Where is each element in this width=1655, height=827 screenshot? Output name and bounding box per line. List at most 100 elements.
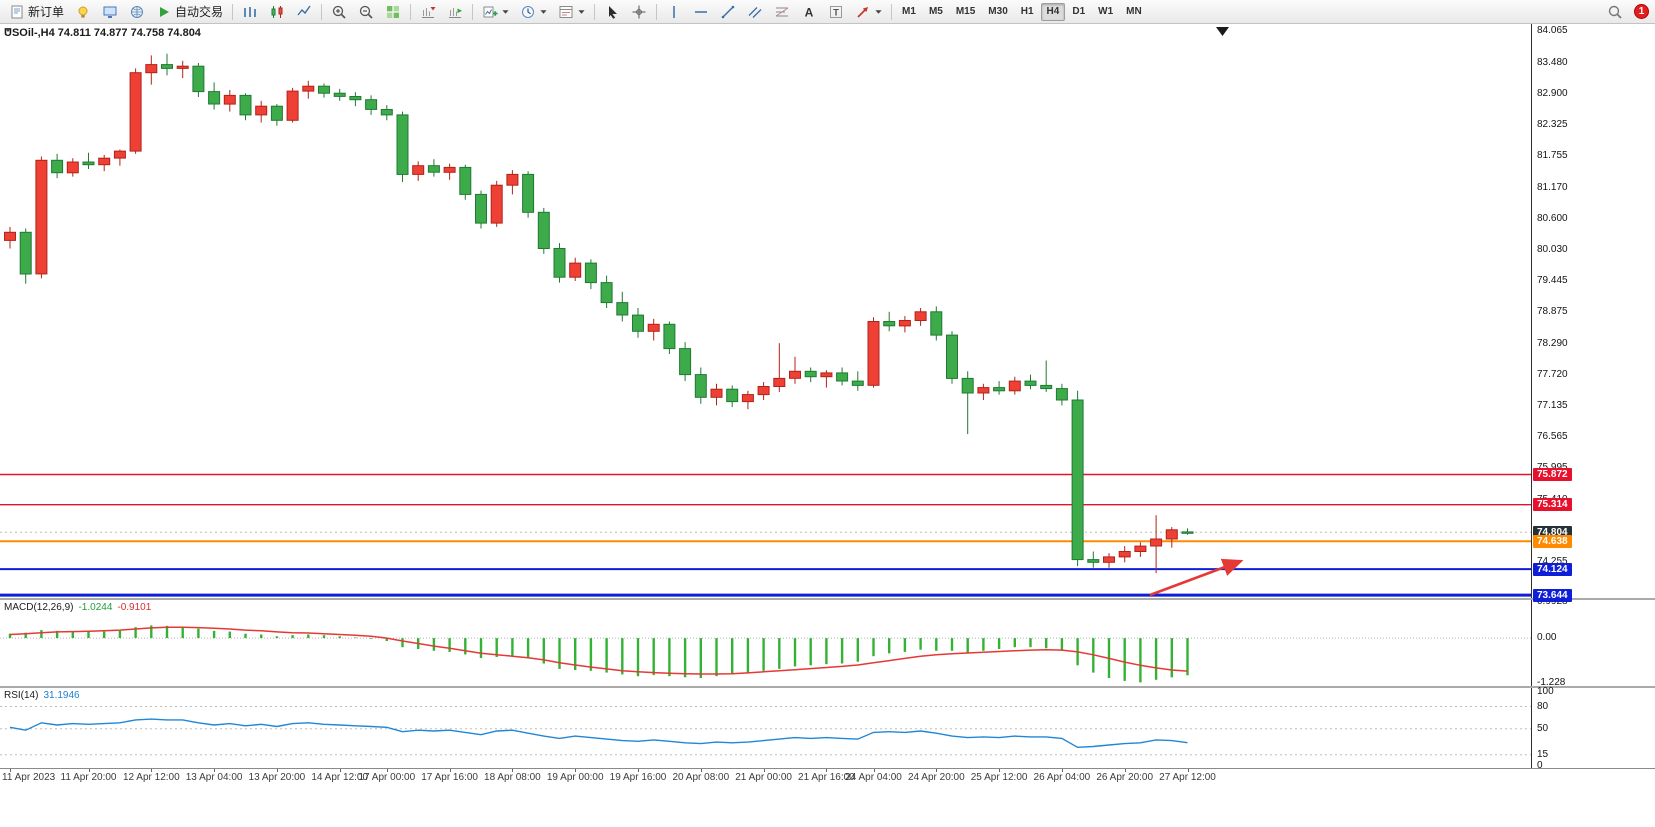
rsi-panel: RSI(14) 31.1946 100 80 50 15 0 bbox=[0, 686, 1655, 771]
time-tick bbox=[449, 769, 451, 772]
zoom-in-button[interactable] bbox=[326, 2, 352, 22]
timeframe-M30[interactable]: M30 bbox=[982, 3, 1013, 21]
text-tool-button[interactable] bbox=[796, 2, 822, 22]
price-axis[interactable]: 84.065 83.480 82.900 82.325 81.755 81.170 80.6… bbox=[1531, 24, 1655, 602]
zoom-in-icon bbox=[331, 4, 347, 20]
axis-scale-label: 0 bbox=[1537, 759, 1543, 771]
macd-chart[interactable]: MACD(12,26,9) -1.0244 -0.9101 bbox=[0, 600, 1531, 686]
chevron-down-icon bbox=[578, 9, 585, 15]
axis-scale-label: 81.170 bbox=[1537, 181, 1568, 193]
main-chart[interactable]: USOil-,H4 74.811 74.877 74.758 74.804 bbox=[0, 24, 1531, 598]
rsi-canvas[interactable] bbox=[0, 688, 1531, 768]
time-tick bbox=[88, 769, 90, 772]
horizontal-line-icon bbox=[693, 4, 709, 20]
time-tick bbox=[1187, 769, 1189, 772]
new-order-button[interactable]: 新订单 bbox=[4, 2, 69, 22]
search-button[interactable] bbox=[1602, 2, 1628, 22]
profiles-button[interactable] bbox=[515, 2, 552, 22]
horizontal-line-tool-button[interactable] bbox=[688, 2, 714, 22]
wizard-icon bbox=[75, 4, 91, 20]
notification-badge[interactable]: 1 bbox=[1634, 4, 1649, 19]
time-tick bbox=[638, 769, 639, 772]
templates-button[interactable] bbox=[553, 2, 590, 22]
timeframe-M15[interactable]: M15 bbox=[950, 3, 981, 21]
main-chart-panel: USOil-,H4 74.811 74.877 74.758 74.804 84… bbox=[0, 24, 1655, 602]
axis-scale-label: 83.480 bbox=[1537, 56, 1568, 68]
axis-scale-label: 80.030 bbox=[1537, 243, 1568, 255]
time-tick bbox=[1061, 769, 1063, 772]
rsi-name: RSI(14) bbox=[4, 690, 39, 701]
text-label-tool-button[interactable] bbox=[823, 2, 849, 22]
zoom-out-icon bbox=[358, 4, 374, 20]
axis-scale-label: 82.325 bbox=[1537, 119, 1568, 131]
axis-scale-label: 77.720 bbox=[1537, 368, 1568, 380]
cursor-tool-button[interactable] bbox=[599, 2, 625, 22]
time-axis-label: 24 Apr 04:00 bbox=[845, 772, 902, 783]
time-axis-label: 13 Apr 04:00 bbox=[185, 772, 243, 783]
fibonacci-tool-button[interactable] bbox=[769, 2, 795, 22]
bottom-spacer bbox=[0, 787, 1655, 827]
bar-chart-icon bbox=[242, 4, 258, 20]
new-order-label: 新订单 bbox=[28, 5, 65, 19]
time-tick bbox=[276, 769, 278, 772]
navigator-button[interactable] bbox=[124, 2, 150, 22]
time-tick bbox=[151, 769, 153, 772]
new-chart-button[interactable] bbox=[477, 2, 514, 22]
price-tag: 73.644 bbox=[1533, 588, 1572, 602]
time-axis-label: 25 Apr 12:00 bbox=[970, 772, 1028, 783]
macd-canvas[interactable] bbox=[0, 600, 1531, 686]
channel-tool-button[interactable] bbox=[742, 2, 768, 22]
auto-scroll-button[interactable] bbox=[442, 2, 468, 22]
candlestick-canvas[interactable] bbox=[0, 24, 1531, 598]
price-tag: 75.872 bbox=[1533, 468, 1572, 482]
candlestick-chart-button[interactable] bbox=[264, 2, 290, 22]
time-axis-label: 19 Apr 00:00 bbox=[546, 772, 604, 783]
vertical-line-tool-button[interactable] bbox=[661, 2, 687, 22]
crosshair-icon bbox=[631, 4, 647, 20]
time-axis-label: 24 Apr 20:00 bbox=[907, 772, 965, 783]
rsi-label: RSI(14) 31.1946 bbox=[4, 690, 80, 701]
arrows-tool-button[interactable] bbox=[850, 2, 887, 22]
bar-chart-button[interactable] bbox=[237, 2, 263, 22]
toolbar: 新订单 自动交易 M1 M5 bbox=[0, 0, 1655, 24]
timeframe-D1[interactable]: D1 bbox=[1066, 3, 1091, 21]
chevron-down-icon bbox=[540, 9, 547, 15]
macd-label: MACD(12,26,9) -1.0244 -0.9101 bbox=[4, 602, 151, 613]
rsi-chart[interactable]: RSI(14) 31.1946 bbox=[0, 688, 1531, 768]
template-icon bbox=[558, 4, 574, 20]
axis-scale-label: 78.875 bbox=[1537, 306, 1568, 318]
timeframe-W1[interactable]: W1 bbox=[1092, 3, 1119, 21]
axis-scale-label: 74.255 bbox=[1537, 556, 1568, 568]
time-axis-label: 11 Apr 2023 bbox=[2, 772, 56, 783]
time-axis-label: 27 Apr 12:00 bbox=[1159, 772, 1216, 783]
macd-name: MACD(12,26,9) bbox=[4, 602, 74, 613]
macd-axis[interactable]: 0.9928 0.00 -1.228 bbox=[1531, 596, 1655, 688]
timeframe-M5[interactable]: M5 bbox=[923, 3, 949, 21]
axis-scale-label: 76.565 bbox=[1537, 431, 1568, 443]
time-tick bbox=[386, 769, 388, 772]
trendline-tool-button[interactable] bbox=[715, 2, 741, 22]
timeframe-H1[interactable]: H1 bbox=[1015, 3, 1040, 21]
rsi-axis[interactable]: 100 80 50 15 0 bbox=[1531, 686, 1655, 771]
crosshair-tool-button[interactable] bbox=[626, 2, 652, 22]
timeframe-H4[interactable]: H4 bbox=[1040, 2, 1066, 21]
time-axis-label: 26 Apr 20:00 bbox=[1096, 772, 1154, 783]
axis-scale-label: 77.135 bbox=[1537, 400, 1568, 412]
market-watch-button[interactable] bbox=[97, 2, 123, 22]
time-axis-label: 17 Apr 00:00 bbox=[358, 772, 416, 783]
zoom-out-button[interactable] bbox=[353, 2, 379, 22]
tile-windows-button[interactable] bbox=[380, 2, 406, 22]
price-tag: 75.314 bbox=[1533, 498, 1572, 512]
timeframe-MN[interactable]: MN bbox=[1120, 3, 1148, 21]
axis-scale-label: 79.445 bbox=[1537, 275, 1568, 287]
auto-trading-button[interactable]: 自动交易 bbox=[151, 2, 228, 22]
timeframe-M1[interactable]: M1 bbox=[896, 3, 922, 21]
time-tick bbox=[1124, 769, 1126, 772]
auto-trading-icon bbox=[156, 4, 172, 20]
time-tick bbox=[214, 769, 216, 772]
time-axis[interactable]: 11 Apr 2023 11 Apr 20:00 12 Apr 12:00 13 Ap… bbox=[0, 768, 1655, 787]
chart-shift-button[interactable] bbox=[415, 2, 441, 22]
line-chart-button[interactable] bbox=[291, 2, 317, 22]
symbol-dropdown-icon[interactable] bbox=[4, 27, 12, 33]
charts-wizard-button[interactable] bbox=[70, 2, 96, 22]
